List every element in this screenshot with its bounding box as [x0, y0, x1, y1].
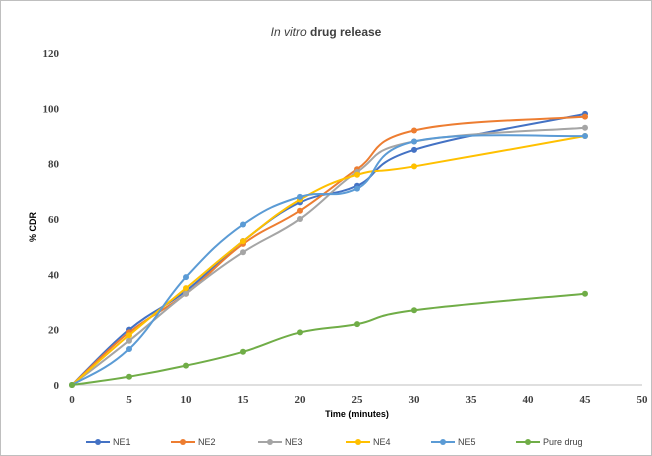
y-axis-label: % CDR — [28, 212, 38, 243]
x-tick-labels: 0 5 10 15 20 25 30 35 40 45 50 — [69, 394, 648, 406]
series-line — [71, 115, 586, 386]
y-tick-label: 20 — [48, 325, 60, 337]
series-group — [69, 110, 588, 388]
series-line — [71, 112, 586, 386]
data-point — [354, 171, 360, 178]
data-point — [126, 337, 132, 344]
data-point — [183, 290, 189, 297]
legend-swatch-marker — [525, 439, 531, 445]
data-point — [240, 221, 246, 228]
data-point — [582, 133, 588, 139]
x-tick-label: 15 — [238, 394, 250, 406]
legend-swatch-marker — [355, 439, 361, 445]
x-tick-label: 50 — [637, 394, 649, 406]
x-tick-label: 45 — [580, 394, 592, 406]
chart-title-italic: In vitro — [271, 25, 307, 39]
chart-title: In vitro drug release — [271, 25, 382, 39]
data-point — [411, 146, 417, 153]
data-point — [126, 332, 132, 339]
series-line — [71, 134, 586, 386]
x-tick-label: 25 — [352, 394, 364, 406]
data-point — [354, 321, 360, 328]
legend: NE1 NE2 NE3 NE4 NE5 Pure drug — [86, 437, 583, 447]
data-point — [411, 307, 417, 314]
series-ne1 — [69, 110, 588, 388]
data-point — [297, 216, 303, 222]
series-line — [71, 292, 586, 386]
legend-item-ne4: NE4 — [346, 437, 391, 447]
x-tick-label: 40 — [523, 394, 535, 406]
y-tick-label: 60 — [48, 214, 60, 226]
legend-swatch-marker — [180, 439, 186, 445]
y-tick-label: 0 — [54, 380, 60, 392]
series-line — [71, 126, 586, 386]
data-point — [240, 238, 246, 245]
data-point — [582, 124, 588, 131]
data-point — [411, 163, 417, 170]
legend-item-ne5: NE5 — [431, 437, 476, 447]
x-tick-label: 30 — [409, 394, 421, 406]
legend-label: Pure drug — [543, 437, 583, 447]
data-point — [297, 329, 303, 336]
data-point — [297, 193, 303, 200]
y-tick-label: 100 — [43, 103, 60, 115]
data-point — [126, 373, 132, 380]
legend-swatch-marker — [267, 439, 273, 445]
y-tick-labels: 0 20 40 60 80 100 120 — [43, 48, 60, 392]
legend-swatch-marker — [440, 439, 446, 445]
series-line — [71, 135, 586, 386]
legend-swatch-marker — [95, 439, 101, 445]
data-point — [297, 207, 303, 214]
legend-item-pure-drug: Pure drug — [516, 437, 583, 447]
legend-label: NE1 — [113, 437, 131, 447]
data-point — [411, 138, 417, 145]
y-tick-label: 80 — [48, 159, 60, 171]
legend-label: NE4 — [373, 437, 391, 447]
series-ne2 — [69, 113, 588, 388]
legend-label: NE2 — [198, 437, 216, 447]
series-ne4 — [69, 133, 588, 388]
legend-item-ne3: NE3 — [258, 437, 303, 447]
legend-label: NE5 — [458, 437, 476, 447]
x-tick-label: 20 — [295, 394, 307, 406]
data-point — [240, 348, 246, 355]
data-point — [411, 127, 417, 134]
x-tick-label: 35 — [466, 394, 478, 406]
data-point — [183, 274, 189, 281]
x-axis-label: Time (minutes) — [325, 409, 389, 419]
data-point — [126, 346, 132, 353]
x-tick-label: 10 — [181, 394, 193, 406]
series-ne5 — [69, 133, 588, 388]
data-point — [354, 185, 360, 192]
data-point — [183, 285, 189, 292]
x-tick-label: 5 — [126, 394, 132, 406]
data-point — [240, 249, 246, 256]
chart-title-rest: drug release — [307, 25, 382, 39]
data-point — [69, 382, 75, 388]
series-ne3 — [69, 124, 588, 388]
legend-item-ne1: NE1 — [86, 437, 131, 447]
data-point — [183, 362, 189, 369]
legend-item-ne2: NE2 — [171, 437, 216, 447]
series-pure-drug — [69, 290, 588, 388]
y-tick-label: 40 — [48, 269, 60, 281]
data-point — [582, 113, 588, 120]
x-tick-label: 0 — [69, 394, 75, 406]
y-tick-label: 120 — [43, 48, 60, 60]
legend-label: NE3 — [285, 437, 303, 447]
data-point — [582, 290, 588, 297]
